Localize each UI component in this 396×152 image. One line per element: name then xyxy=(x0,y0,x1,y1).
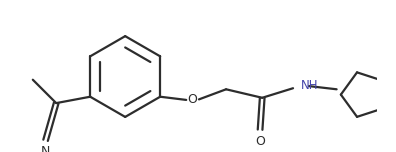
Text: N: N xyxy=(41,145,50,152)
Text: O: O xyxy=(255,135,265,148)
Text: O: O xyxy=(187,93,197,106)
Text: NH: NH xyxy=(301,79,318,92)
